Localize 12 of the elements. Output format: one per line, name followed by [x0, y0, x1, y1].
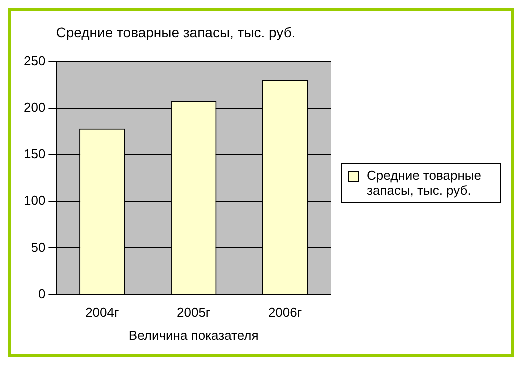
x-axis-title: Величина показателя — [128, 328, 259, 343]
y-tick-label: 50 — [31, 240, 46, 255]
y-tick-label: 250 — [24, 53, 46, 68]
y-tick-label: 150 — [24, 146, 46, 162]
y-tick-label: 0 — [38, 286, 46, 302]
chart-title: Средние товарные запасы, тыс. руб. — [56, 24, 296, 40]
x-tick-label: 2006г — [268, 305, 302, 320]
y-tick-label: 200 — [24, 100, 46, 115]
x-tick-label: 2005г — [177, 305, 211, 320]
y-tick-label: 100 — [24, 193, 46, 208]
x-tick-label: 2004г — [86, 305, 120, 320]
legend-label: Средние товарные запасы, тыс. руб. — [367, 168, 482, 198]
